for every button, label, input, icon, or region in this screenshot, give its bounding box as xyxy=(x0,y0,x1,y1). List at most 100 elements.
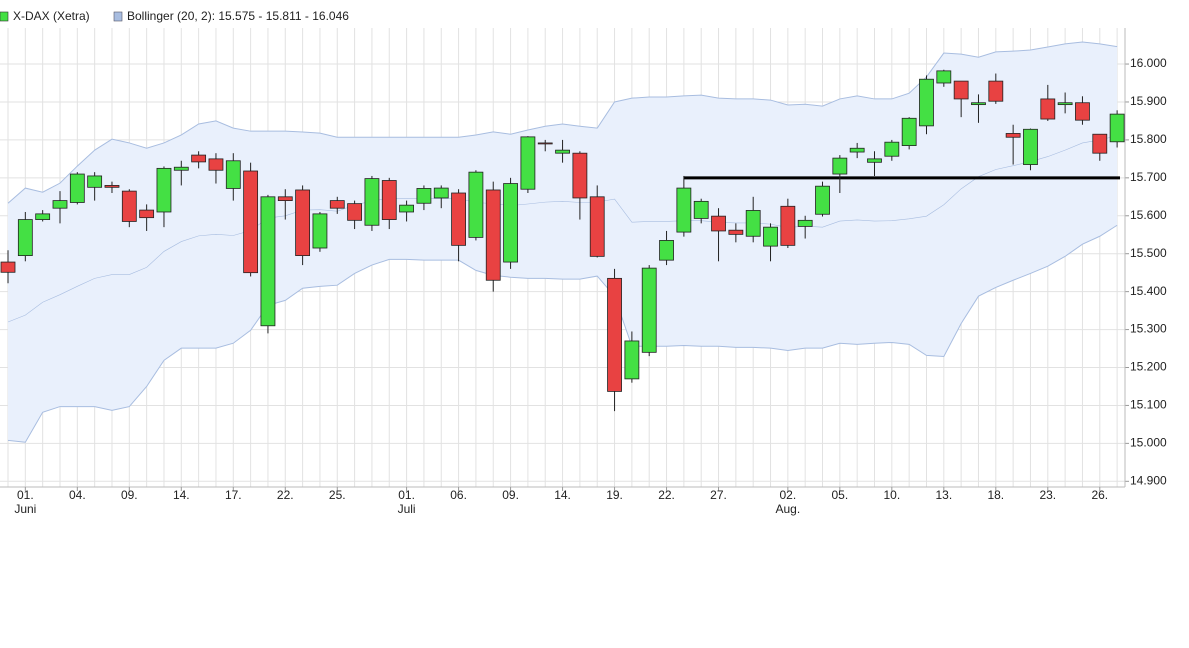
candle-body xyxy=(485,189,501,281)
x-tick-label: 14. xyxy=(554,488,571,502)
candle-body xyxy=(555,149,570,154)
x-tick-label: 01. xyxy=(17,488,34,502)
y-tick-label: 15.900 xyxy=(1130,94,1167,108)
legend-swatch xyxy=(0,11,9,22)
candle-body xyxy=(433,187,449,199)
candle-body xyxy=(225,160,241,189)
y-tick-label: 15.700 xyxy=(1130,170,1167,184)
candle-body xyxy=(572,152,588,199)
candle-body xyxy=(832,157,848,175)
x-tick-label: 01. xyxy=(398,488,415,502)
x-tick-sublabel: Aug. xyxy=(776,502,801,516)
x-tick-label: 23. xyxy=(1039,488,1056,502)
candle-body xyxy=(416,188,432,204)
x-tick-label: 13. xyxy=(935,488,952,502)
x-tick-label: 09. xyxy=(502,488,519,502)
candle-body xyxy=(607,277,622,392)
candle-body xyxy=(399,204,414,213)
candle-body xyxy=(1057,102,1073,106)
candle-body xyxy=(867,158,882,163)
candle-body xyxy=(381,180,397,220)
candle-body xyxy=(537,142,553,145)
candle-body xyxy=(1005,133,1021,138)
candle-body xyxy=(745,210,761,237)
candle-body xyxy=(121,190,137,222)
candle-body xyxy=(936,70,952,84)
candle-body xyxy=(243,170,259,274)
candle-body xyxy=(763,226,778,247)
candle-body xyxy=(347,203,363,221)
y-tick-label: 14.900 xyxy=(1130,473,1167,487)
y-tick-label: 15.600 xyxy=(1130,208,1167,222)
x-tick-label: 25. xyxy=(329,488,346,502)
candle-body xyxy=(728,229,744,235)
candle-body xyxy=(520,136,536,190)
candle-body xyxy=(988,80,1004,102)
candle-body xyxy=(1109,113,1125,143)
y-tick-label: 15.000 xyxy=(1130,436,1167,450)
candle-body xyxy=(173,166,189,171)
candle-body xyxy=(52,200,68,209)
candle-body xyxy=(191,154,207,163)
candle-body xyxy=(797,219,813,227)
candle-body xyxy=(884,141,900,157)
x-tick-sublabel: Juni xyxy=(14,502,36,516)
candle-body xyxy=(849,147,865,153)
candle-body xyxy=(711,215,726,232)
x-tick-label: 17. xyxy=(225,488,242,502)
candle-body xyxy=(503,183,518,263)
candle-body xyxy=(0,261,16,273)
y-tick-label: 15.800 xyxy=(1130,132,1167,146)
x-tick-label: 14. xyxy=(173,488,190,502)
x-tick-label: 09. xyxy=(121,488,138,502)
bollinger-middle xyxy=(7,135,1118,323)
candle-body xyxy=(139,209,155,219)
x-tick-label: 10. xyxy=(883,488,900,502)
x-tick-label: 18. xyxy=(987,488,1004,502)
candle-body xyxy=(329,200,345,209)
candle-body xyxy=(971,102,986,106)
candle-body xyxy=(364,178,380,226)
candle-body xyxy=(277,196,293,201)
bollinger-upper xyxy=(7,41,1118,204)
candle-body xyxy=(815,185,830,215)
candle-body xyxy=(953,80,969,100)
x-tick-sublabel: Juli xyxy=(398,502,416,516)
candle-body xyxy=(624,340,640,380)
candle-body xyxy=(676,187,692,233)
x-tick-label: 05. xyxy=(831,488,848,502)
y-tick-label: 15.500 xyxy=(1130,246,1167,260)
candle-body xyxy=(693,200,709,219)
y-tick-label: 15.200 xyxy=(1130,360,1167,374)
x-tick-label: 22. xyxy=(658,488,675,502)
candle-body xyxy=(1092,133,1108,154)
x-tick-label: 26. xyxy=(1091,488,1108,502)
y-tick-label: 15.100 xyxy=(1130,398,1167,412)
candle-body xyxy=(1023,128,1038,165)
bollinger-lower xyxy=(7,224,1118,443)
y-tick-label: 15.400 xyxy=(1130,284,1167,298)
candle-body xyxy=(1075,102,1090,121)
x-tick-label: 27. xyxy=(710,488,727,502)
candle-body xyxy=(35,213,51,220)
candle-body xyxy=(69,173,85,203)
legend-label: Bollinger (20, 2): 15.575 - 15.811 - 16.… xyxy=(127,9,349,23)
candle-body xyxy=(589,196,605,257)
x-tick-label: 22. xyxy=(277,488,294,502)
candle-body xyxy=(87,175,103,188)
bollinger-band xyxy=(8,42,1118,443)
x-tick-label: 02. xyxy=(780,488,797,502)
y-tick-label: 16.000 xyxy=(1130,56,1167,70)
candle-body xyxy=(919,78,934,127)
candle-body xyxy=(659,240,674,261)
candle-body xyxy=(451,192,466,246)
candle-body xyxy=(295,189,311,257)
candle-body xyxy=(260,196,276,327)
candle-body xyxy=(104,185,120,188)
x-tick-label: 19. xyxy=(606,488,623,502)
legend-label: X-DAX (Xetra) xyxy=(13,9,90,23)
legend-swatch xyxy=(113,11,123,22)
candle-body xyxy=(1040,98,1056,120)
y-tick-label: 15.300 xyxy=(1130,322,1167,336)
